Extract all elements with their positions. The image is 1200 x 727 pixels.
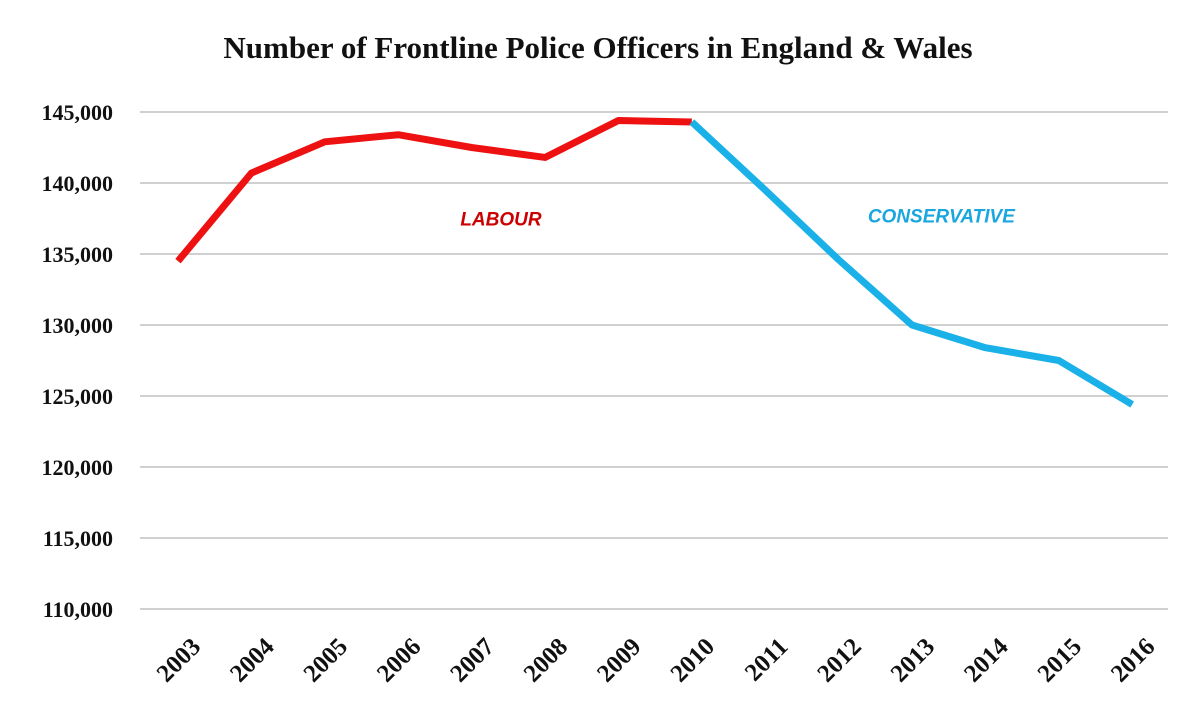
x-tick-label: 2003: [152, 633, 206, 687]
x-tick-label: 2008: [519, 633, 573, 687]
x-tick-label: 2013: [886, 633, 940, 687]
x-tick-label: 2014: [959, 633, 1014, 688]
y-tick-label: 135,000: [42, 242, 114, 267]
annotations: LABOUR CONSERVATIVE: [460, 207, 1016, 231]
x-tick-label: 2015: [1033, 633, 1087, 687]
annotation-conservative: CONSERVATIVE: [868, 207, 1016, 228]
x-tick-label: 2005: [299, 633, 353, 687]
x-tick-label: 2009: [592, 633, 646, 687]
y-axis-ticks: 110,000 115,000 120,000 125,000 130,000 135,0…: [42, 100, 114, 622]
y-tick-label: 140,000: [42, 171, 114, 196]
x-tick-label: 2016: [1106, 633, 1160, 687]
x-tick-label: 2004: [225, 633, 280, 688]
annotation-labour: LABOUR: [460, 210, 542, 231]
y-tick-label: 110,000: [43, 597, 113, 622]
x-tick-label: 2007: [445, 633, 499, 687]
y-tick-label: 125,000: [42, 384, 114, 409]
y-tick-label: 115,000: [43, 526, 113, 551]
x-tick-label: 2010: [666, 633, 720, 687]
x-tick-label: 2012: [812, 633, 866, 687]
x-axis-ticks: 2003 2004 2005 2006 2007 2008 2009 2010 2011 2012…: [152, 633, 1161, 688]
y-tick-label: 120,000: [42, 455, 114, 480]
y-tick-label: 145,000: [42, 100, 114, 125]
series-lines: [175, 117, 1135, 408]
series-line-labour: [175, 117, 692, 264]
x-tick-label: 2011: [740, 633, 793, 686]
series-line-conservative: [689, 119, 1135, 408]
gridlines: [140, 111, 1168, 610]
y-tick-label: 130,000: [42, 313, 114, 338]
x-tick-label: 2006: [372, 633, 426, 687]
chart-title: Number of Frontline Police Officers in E…: [223, 30, 972, 65]
